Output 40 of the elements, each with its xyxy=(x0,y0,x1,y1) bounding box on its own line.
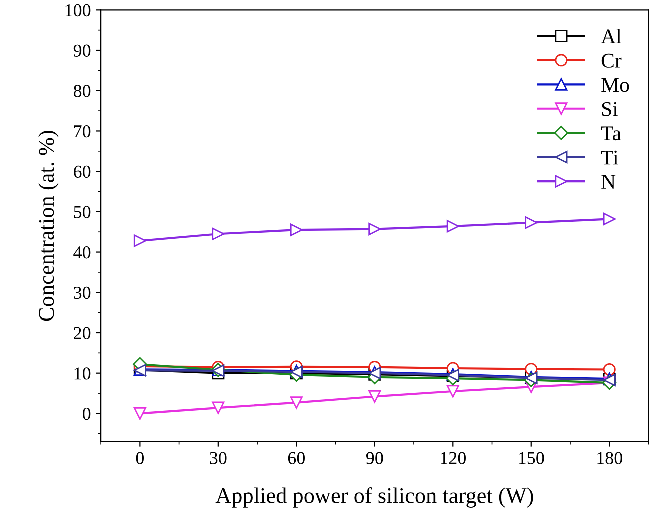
x-tick-label: 150 xyxy=(519,452,544,464)
legend-label: Ta xyxy=(601,126,622,141)
point xyxy=(446,220,460,233)
y-tick-label: 0 xyxy=(83,408,91,420)
point xyxy=(603,363,616,376)
legend-label: Mo xyxy=(602,78,630,92)
legend-label: Si xyxy=(602,102,618,116)
x-tick-label: 60 xyxy=(288,452,305,464)
y-tick-label: 30 xyxy=(74,286,91,300)
point xyxy=(134,407,146,420)
point xyxy=(603,212,616,226)
y-tick-label: 100 xyxy=(66,4,91,17)
x-tick-label: 0 xyxy=(136,452,144,464)
y-tick-label: 50 xyxy=(74,206,91,218)
x-tick-label: 120 xyxy=(441,452,466,464)
y-tick-label: 80 xyxy=(74,85,91,98)
point xyxy=(212,402,225,414)
legend-label: Ti xyxy=(601,150,618,165)
point xyxy=(525,216,538,230)
point xyxy=(134,234,146,248)
legend-label: N xyxy=(602,175,616,189)
point xyxy=(446,385,460,398)
y-tick-label: 20 xyxy=(74,327,91,340)
point xyxy=(212,228,225,240)
x-tick-label: 180 xyxy=(598,452,622,464)
y-tick-label: 90 xyxy=(74,44,91,57)
x-axis-title: Applied power of silicon target (W) xyxy=(216,488,534,508)
y-tick-label: 60 xyxy=(74,166,91,178)
legend-label: Cr xyxy=(602,54,622,68)
y-tick-label: 40 xyxy=(74,246,91,259)
y-tick-label: 70 xyxy=(74,125,91,138)
x-tick-label: 90 xyxy=(366,452,384,464)
legend-label: Al xyxy=(601,29,622,44)
point xyxy=(290,396,303,410)
point xyxy=(368,223,382,236)
x-tick-label: 30 xyxy=(210,452,227,464)
point xyxy=(368,390,382,404)
point xyxy=(290,224,303,236)
y-axis-title: Concentration (at. %) xyxy=(38,131,59,322)
y-tick-label: 10 xyxy=(74,368,91,380)
